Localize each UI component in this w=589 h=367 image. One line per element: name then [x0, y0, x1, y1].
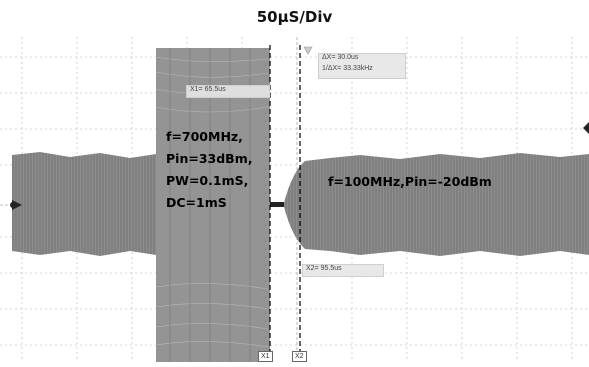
cursor-x2-handle	[303, 46, 313, 55]
x1-readout-box	[186, 85, 270, 98]
cw-annotation: f=100MHz,Pin=-20dBm	[328, 174, 492, 189]
delta-readout-box	[318, 53, 406, 79]
burst-vertical-lines	[169, 48, 251, 362]
x1-readout: X1= 65.5us	[190, 86, 226, 93]
cw-noise-left	[12, 152, 156, 256]
x2-readout: X2= 95.5us	[306, 265, 342, 272]
inverse-delta-readout: 1/ΔX= 33.33kHz	[322, 65, 373, 72]
oscilloscope-screen[interactable]: X1= 65.5us ΔX= 30.0us 1/ΔX= 33.33kHz X2=…	[0, 37, 589, 362]
timebase-label: 50µS/Div	[256, 8, 333, 26]
delta-x-readout: ΔX= 30.0us	[322, 54, 359, 61]
burst-annotation: f=700MHz, Pin=33dBm, PW=0.1mS, DC=1mS	[166, 126, 252, 214]
cursor-x2-tag[interactable]: X2	[292, 351, 307, 362]
burst-duty-cycle-label: DC=1mS	[166, 195, 227, 210]
burst-power-label: Pin=33dBm,	[166, 151, 253, 166]
recovery-flat	[270, 202, 284, 207]
burst-envelope	[156, 48, 270, 362]
trigger-level-marker	[583, 122, 589, 134]
cursor-x1-tag[interactable]: X1	[258, 351, 273, 362]
channel-ground-marker	[10, 200, 22, 210]
waveform-display	[0, 37, 589, 362]
x2-readout-box	[302, 264, 384, 277]
burst-freq-label: f=700MHz,	[166, 129, 243, 144]
burst-pulse-width-label: PW=0.1mS,	[166, 173, 249, 188]
cw-noise-right	[284, 153, 589, 256]
